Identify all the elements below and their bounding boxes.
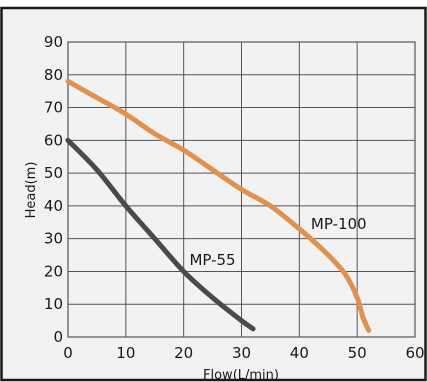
tick-labels: 0 10 20 30 40 50 60 0 10 20 30 40 50 60 70 80 90 [44,33,425,362]
y-tick-label-20: 20 [44,262,63,280]
annotation-mp-100: MP-100 [311,215,367,233]
x-tick-label-20: 20 [174,344,193,362]
x-tick-label-50: 50 [348,344,367,362]
y-tick-label-70: 70 [44,99,63,117]
y-tick-label-90: 90 [44,33,63,51]
x-tick-label-10: 10 [116,344,135,362]
y-tick-label-80: 80 [44,66,63,84]
x-tick-label-30: 30 [232,344,251,362]
y-tick-label-10: 10 [44,295,63,313]
x-axis-title: Flow(L/min) [203,368,279,382]
x-tick-label-60: 60 [405,344,424,362]
series-line-mp-100 [65,78,372,333]
annotation-mp-55: MP-55 [189,251,235,269]
series-layer [65,78,372,333]
series-annotations: MP-100 MP-55 [189,215,366,269]
y-tick-label-60: 60 [44,131,63,149]
y-tick-label-50: 50 [44,164,63,182]
x-tick-label-0: 0 [63,344,73,362]
x-tick-label-40: 40 [290,344,309,362]
y-tick-label-40: 40 [44,197,63,215]
series-line-mp-55 [65,137,256,332]
y-tick-label-30: 30 [44,230,63,248]
y-axis-title: Head(m) [24,162,39,219]
y-tick-label-0: 0 [53,328,63,346]
